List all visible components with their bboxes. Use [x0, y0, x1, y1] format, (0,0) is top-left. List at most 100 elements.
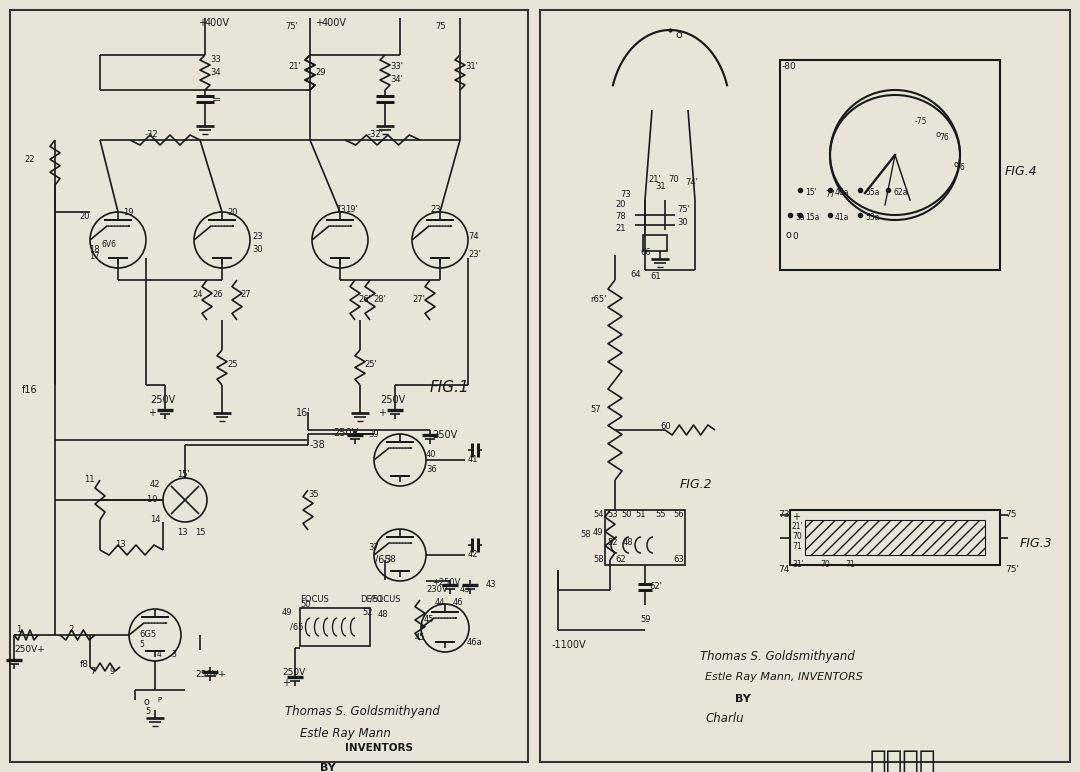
Text: 28': 28' — [373, 295, 386, 304]
Text: +: + — [198, 18, 206, 28]
Text: 46: 46 — [453, 598, 463, 607]
Text: 230V: 230V — [426, 585, 447, 594]
Text: 42: 42 — [468, 550, 478, 559]
Text: FIG.2: FIG.2 — [680, 478, 713, 491]
Text: 15: 15 — [195, 528, 205, 537]
Text: 46a: 46a — [835, 188, 850, 197]
Text: 20: 20 — [615, 200, 625, 209]
Text: 13: 13 — [114, 540, 125, 549]
Text: 78: 78 — [615, 212, 625, 221]
Text: 250V: 250V — [150, 395, 175, 405]
Bar — [805, 520, 985, 555]
Text: 48: 48 — [623, 538, 634, 547]
Text: 39: 39 — [368, 430, 379, 439]
Text: 53: 53 — [607, 510, 618, 519]
Bar — [10, 10, 528, 762]
Text: 62': 62' — [649, 582, 662, 591]
Text: 75: 75 — [435, 22, 446, 31]
Text: 21': 21' — [288, 62, 300, 71]
Text: BY: BY — [320, 763, 336, 772]
Text: 33: 33 — [210, 55, 220, 64]
Text: 31': 31' — [792, 560, 804, 569]
Text: +: + — [148, 408, 156, 418]
Text: 33': 33' — [390, 62, 403, 71]
Text: o: o — [953, 160, 958, 169]
Text: f8: f8 — [80, 660, 89, 669]
Text: 50: 50 — [621, 510, 632, 519]
Text: 250V: 250V — [282, 668, 306, 677]
Text: 76: 76 — [939, 133, 948, 142]
Text: 64: 64 — [630, 270, 640, 279]
Text: 63': 63' — [673, 555, 686, 564]
Text: 70: 70 — [669, 175, 678, 184]
Text: 34: 34 — [210, 68, 220, 77]
Text: o: o — [675, 30, 681, 40]
Text: 49: 49 — [282, 608, 293, 617]
Text: 14: 14 — [150, 515, 161, 524]
Text: 0: 0 — [792, 232, 798, 241]
Text: +: + — [315, 18, 323, 28]
Text: 59: 59 — [640, 615, 650, 624]
Text: 43: 43 — [460, 585, 471, 594]
Text: 70: 70 — [820, 560, 829, 569]
Text: 400V: 400V — [322, 18, 347, 28]
Text: 34': 34' — [390, 75, 403, 84]
Text: 20: 20 — [80, 212, 90, 221]
Text: 23': 23' — [430, 205, 443, 214]
Text: 30: 30 — [252, 245, 262, 254]
Text: 11: 11 — [84, 475, 95, 484]
Text: 73: 73 — [335, 205, 346, 214]
Text: 31: 31 — [654, 182, 665, 191]
Text: FIG.4: FIG.4 — [1005, 165, 1038, 178]
Text: FIG.1: FIG.1 — [430, 380, 470, 395]
Text: 16': 16' — [296, 408, 311, 418]
Text: -75: -75 — [915, 117, 928, 126]
Text: FOCUS: FOCUS — [300, 595, 328, 604]
Text: +: + — [792, 512, 800, 522]
Text: INVENTORS: INVENTORS — [345, 743, 413, 753]
Text: 智链探索: 智链探索 — [870, 748, 936, 772]
Text: 29: 29 — [315, 68, 325, 77]
Text: -32: -32 — [145, 130, 159, 139]
Text: 250V+: 250V+ — [195, 670, 226, 679]
Text: DEFOCUS: DEFOCUS — [360, 595, 401, 604]
Text: 45: 45 — [415, 633, 426, 642]
Text: 71: 71 — [792, 542, 801, 551]
Text: 58: 58 — [580, 530, 591, 539]
Text: -1100V: -1100V — [552, 640, 586, 650]
Text: Thomas S. Goldsmithyand: Thomas S. Goldsmithyand — [700, 650, 855, 663]
Text: -10: -10 — [145, 495, 159, 504]
Text: 53a: 53a — [865, 213, 879, 222]
Text: 25': 25' — [364, 360, 377, 369]
Text: 55a: 55a — [865, 188, 879, 197]
Text: 9: 9 — [110, 667, 116, 676]
Text: BY: BY — [735, 694, 751, 704]
Text: 74: 74 — [778, 565, 789, 574]
Circle shape — [831, 90, 960, 220]
Text: 75': 75' — [677, 205, 690, 214]
Text: Estle Ray Mann, INVENTORS: Estle Ray Mann, INVENTORS — [705, 672, 863, 682]
Text: 35: 35 — [308, 490, 319, 499]
Text: +: + — [282, 678, 291, 688]
Text: 71: 71 — [845, 560, 854, 569]
Text: 26': 26' — [357, 295, 370, 304]
Text: 20: 20 — [227, 208, 238, 217]
Text: 62: 62 — [615, 555, 625, 564]
Text: 57: 57 — [590, 405, 600, 414]
Text: 74': 74' — [685, 178, 698, 187]
Text: 15': 15' — [805, 188, 816, 197]
Text: r65': r65' — [590, 295, 606, 304]
Text: 73: 73 — [620, 190, 631, 199]
Text: o: o — [143, 697, 149, 707]
Text: 6V6: 6V6 — [102, 240, 117, 249]
Text: o: o — [935, 130, 940, 139]
Text: 41a: 41a — [835, 213, 849, 222]
Text: 4: 4 — [157, 650, 162, 659]
Text: 17: 17 — [90, 252, 100, 261]
Text: Thomas S. Goldsmithyand: Thomas S. Goldsmithyand — [285, 705, 440, 718]
Text: 38: 38 — [384, 555, 395, 564]
Text: 70: 70 — [792, 532, 801, 541]
Text: 52: 52 — [362, 608, 373, 617]
Text: 66: 66 — [640, 248, 651, 257]
Text: 25: 25 — [227, 360, 238, 369]
